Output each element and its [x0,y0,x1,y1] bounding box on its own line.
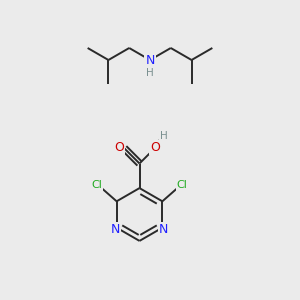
Text: Cl: Cl [92,180,103,190]
Text: N: N [159,223,168,236]
Text: H: H [160,131,167,141]
Text: N: N [111,223,120,236]
Text: H: H [146,68,154,78]
Text: N: N [145,53,155,67]
Text: O: O [114,141,124,154]
Text: O: O [150,141,160,154]
Text: Cl: Cl [176,180,187,190]
